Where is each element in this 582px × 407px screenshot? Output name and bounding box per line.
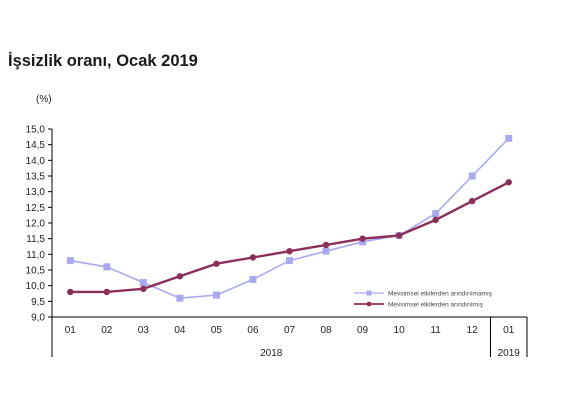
series-layer — [66, 134, 513, 302]
y-tick-label: 12,5 — [26, 203, 46, 214]
chart-title: İşsizlik oranı, Ocak 2019 — [8, 52, 198, 70]
data-point — [468, 197, 476, 205]
x-tick-label: 06 — [247, 325, 259, 336]
legend-label: Mevsimsel etkilerden arındırılmış — [388, 301, 484, 308]
data-point — [140, 285, 147, 292]
y-tick-label: 13,5 — [26, 172, 46, 183]
x-tick-label: 03 — [138, 325, 150, 336]
data-point — [286, 248, 293, 255]
axes — [51, 129, 528, 357]
x-year-label: 2018 — [260, 348, 283, 359]
x-year-label: 2019 — [498, 348, 521, 359]
legend: Mevsimsel etkilerden arındırılmamış Mevsi… — [354, 290, 493, 308]
y-tick-label: 15,0 — [26, 125, 46, 136]
x-tick-label: 12 — [467, 325, 479, 336]
data-point — [468, 172, 476, 180]
data-point — [286, 257, 293, 265]
data-point — [505, 134, 513, 142]
data-point — [505, 179, 512, 186]
data-point — [212, 291, 220, 299]
y-tick-label: 10,5 — [26, 266, 46, 277]
x-tick-label: 08 — [320, 325, 332, 336]
data-point — [432, 210, 440, 218]
x-axis-ticks: 01 02 03 04 05 06 07 08 09 10 11 12 01 2018 2019 — [65, 325, 521, 359]
x-tick-label: 04 — [174, 325, 186, 336]
x-tick-label: 10 — [394, 325, 406, 336]
x-tick-label: 01 — [503, 325, 515, 336]
y-tick-label: 14,0 — [26, 156, 46, 167]
x-tick-label: 01 — [65, 325, 77, 336]
legend-swatch-marker — [366, 301, 372, 307]
data-point — [67, 288, 74, 296]
data-point — [103, 288, 111, 296]
x-tick-label: 11 — [430, 325, 441, 336]
y-tick-label: 13,0 — [26, 187, 46, 198]
y-axis-ticks: 9,0 9,5 10,0 10,5 11,0 11,5 12,0 12,5 13,0 13,5 14… — [26, 125, 52, 324]
data-point — [395, 232, 403, 239]
data-point — [176, 273, 184, 280]
y-axis-unit: (%) — [36, 94, 52, 105]
data-point — [66, 257, 74, 265]
data-point — [139, 279, 147, 287]
data-point — [103, 263, 111, 271]
data-point — [322, 247, 330, 255]
series-1 — [66, 134, 513, 302]
data-point — [213, 260, 220, 267]
y-tick-label: 11,5 — [26, 234, 45, 245]
x-tick-label: 05 — [211, 325, 223, 336]
legend-label: Mevsimsel etkilerden arındırılmamış — [388, 290, 493, 297]
y-tick-label: 11,0 — [26, 250, 45, 261]
data-point — [432, 216, 439, 224]
legend-swatch-marker — [366, 290, 372, 296]
y-tick-label: 14,5 — [26, 140, 46, 151]
series-line — [70, 137, 510, 300]
y-tick-label: 9,5 — [31, 297, 45, 308]
x-tick-label: 02 — [101, 325, 113, 336]
series-line — [70, 181, 510, 294]
y-tick-label: 9,0 — [31, 313, 45, 324]
data-point — [249, 275, 257, 283]
series-2 — [67, 179, 512, 296]
data-point — [359, 235, 366, 242]
data-point — [176, 294, 184, 302]
data-point — [249, 254, 257, 261]
data-point — [322, 241, 330, 249]
x-tick-label: 09 — [357, 325, 369, 336]
y-tick-label: 10,0 — [26, 281, 46, 292]
y-tick-label: 12,0 — [26, 219, 46, 230]
x-tick-label: 07 — [284, 325, 296, 336]
